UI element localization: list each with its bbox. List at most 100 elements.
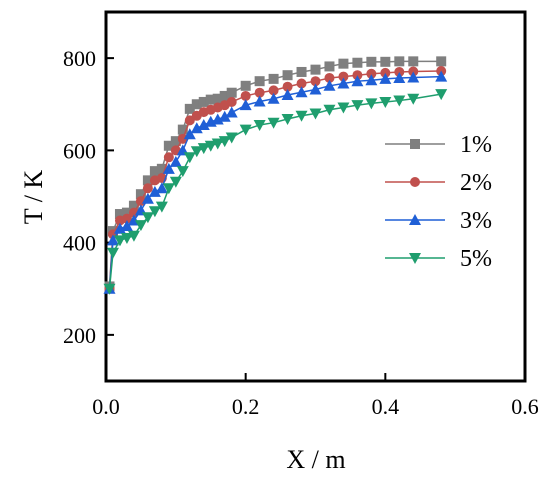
data-point — [309, 108, 322, 120]
data-point — [407, 71, 420, 83]
x-tick-label: 0.6 — [511, 394, 539, 419]
legend-label: 3% — [460, 208, 492, 234]
data-point — [379, 96, 392, 108]
data-point — [240, 80, 251, 91]
data-point — [121, 213, 132, 224]
data-point — [190, 146, 203, 158]
data-point — [240, 90, 251, 101]
data-point — [239, 124, 252, 136]
data-point — [365, 98, 378, 110]
data-point — [191, 99, 202, 110]
data-point — [106, 247, 119, 259]
data-point — [156, 163, 167, 174]
data-point — [183, 128, 196, 140]
data-point — [113, 235, 126, 247]
y-tick-label: 800 — [63, 46, 96, 71]
data-point — [169, 176, 182, 188]
data-point — [197, 143, 210, 155]
y-tick-label: 600 — [63, 138, 96, 163]
data-point — [163, 152, 174, 163]
data-point — [267, 92, 280, 104]
legend-marker — [409, 253, 421, 264]
data-point — [393, 71, 406, 83]
data-point — [268, 85, 279, 96]
data-point — [323, 79, 336, 91]
data-point — [219, 90, 230, 101]
data-point — [436, 56, 447, 67]
data-point — [435, 70, 448, 82]
data-point — [205, 94, 216, 105]
series-3 — [103, 70, 448, 294]
data-point — [197, 119, 210, 131]
legend-marker — [409, 214, 421, 225]
data-point — [295, 86, 308, 98]
data-point — [120, 233, 133, 245]
data-point — [379, 72, 392, 84]
data-point — [337, 77, 350, 89]
data-point — [253, 120, 266, 132]
data-point — [211, 113, 224, 125]
data-point — [393, 95, 406, 107]
data-point — [155, 201, 168, 213]
y-axis-title: T / K — [19, 170, 48, 225]
x-tick-label: 0.4 — [372, 394, 400, 419]
data-point — [253, 95, 266, 107]
data-point — [296, 66, 307, 77]
data-point — [267, 117, 280, 129]
data-point — [184, 103, 195, 114]
x-tick-label: 0.2 — [232, 394, 260, 419]
axis-ticks: 0.0 0.2 0.4 0.6 200 400 600 800 — [63, 46, 539, 419]
y-tick-label: 200 — [63, 323, 96, 348]
data-point — [282, 70, 293, 81]
data-point — [295, 110, 308, 122]
data-point — [218, 110, 231, 122]
data-point — [351, 100, 364, 112]
data-point — [218, 136, 231, 148]
data-point — [281, 89, 294, 101]
data-point — [226, 87, 237, 98]
data-point — [296, 78, 307, 89]
data-point — [127, 230, 140, 242]
data-point — [408, 56, 419, 67]
data-point — [142, 175, 153, 186]
data-point — [254, 87, 265, 98]
data-point — [204, 140, 217, 152]
data-point — [212, 93, 223, 104]
data-point — [134, 220, 147, 232]
data-point — [281, 114, 294, 126]
data-point — [149, 166, 160, 177]
data-point — [120, 220, 133, 232]
data-point — [282, 81, 293, 92]
legend-label: 2% — [460, 170, 492, 196]
y-tick-label: 400 — [63, 231, 96, 256]
data-point — [128, 200, 139, 211]
legend-marker — [410, 139, 420, 149]
data-point — [366, 68, 377, 79]
data-point — [106, 234, 119, 246]
data-point — [352, 57, 363, 68]
data-point — [177, 124, 188, 135]
legend-item: 3% — [385, 208, 492, 234]
data-point — [225, 106, 238, 118]
data-point — [162, 183, 175, 195]
data-point — [394, 56, 405, 67]
data-point — [323, 104, 336, 116]
data-point — [226, 96, 237, 107]
data-point — [155, 182, 168, 194]
series-layer — [103, 56, 448, 295]
data-point — [380, 56, 391, 67]
data-point — [190, 122, 203, 134]
data-point — [177, 133, 188, 144]
data-point — [114, 209, 125, 220]
x-axis-title: X / m — [286, 445, 345, 474]
data-point — [183, 152, 196, 164]
data-point — [148, 206, 161, 218]
data-point — [351, 75, 364, 87]
legend-item: 1% — [385, 132, 492, 158]
data-point — [310, 76, 321, 87]
data-point — [337, 102, 350, 114]
data-point — [254, 76, 265, 87]
data-point — [163, 140, 174, 151]
data-point — [148, 185, 161, 197]
legend: 1% 2% 3% 5% — [385, 132, 492, 272]
